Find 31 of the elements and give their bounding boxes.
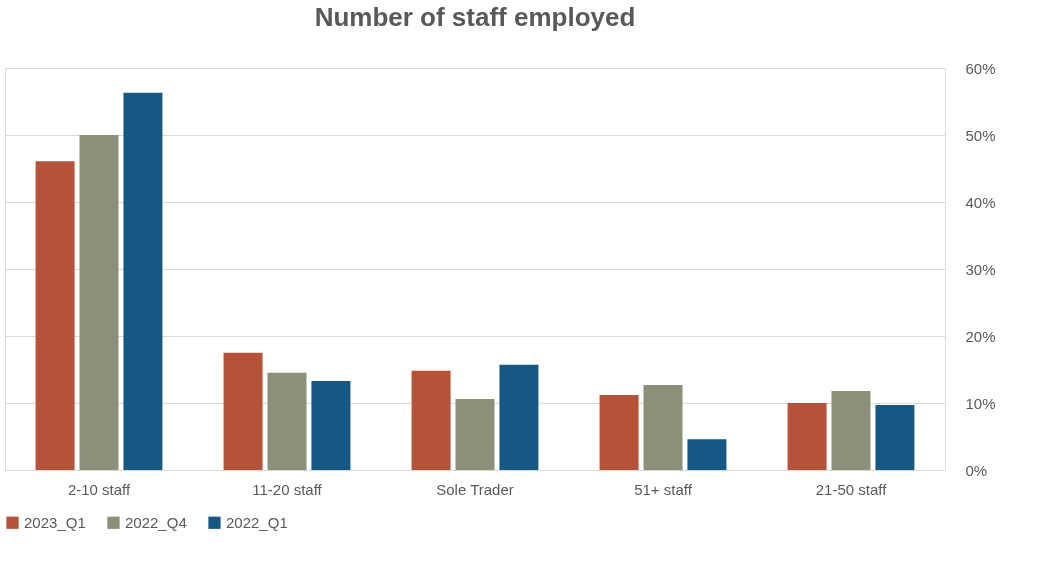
x-tick-label: Sole Trader [436,480,514,498]
bar [411,370,451,470]
legend-label: 2022_Q1 [226,513,288,531]
y-tick-label: 30% [965,260,996,278]
legend-label: 2022_Q4 [125,513,187,531]
x-tick-label: 51+ staff [634,480,693,498]
bar [499,364,539,470]
y-tick-label: 0% [965,461,988,479]
y-tick-label: 10% [965,394,996,412]
bar [875,405,915,470]
x-tick-label: 21-50 staff [815,480,888,498]
chart-title: Number of staff employed [314,2,636,32]
bar [455,398,495,470]
bar [123,92,163,470]
bar [599,394,639,470]
y-tick-label: 40% [965,193,996,211]
bar [267,372,307,470]
y-tick-label: 60% [965,59,996,77]
bar [311,380,351,470]
bar [687,439,727,470]
x-tick-label: 2-10 staff [67,480,131,498]
bar [787,403,827,470]
bar [831,390,871,470]
bar [643,384,683,470]
legend-label: 2023_Q1 [24,513,86,531]
bar [223,352,263,470]
x-tick-label: 11-20 staff [252,480,323,498]
bar [79,135,119,470]
y-tick-label: 20% [965,327,996,345]
y-tick-label: 50% [965,126,996,144]
bar [35,161,75,470]
